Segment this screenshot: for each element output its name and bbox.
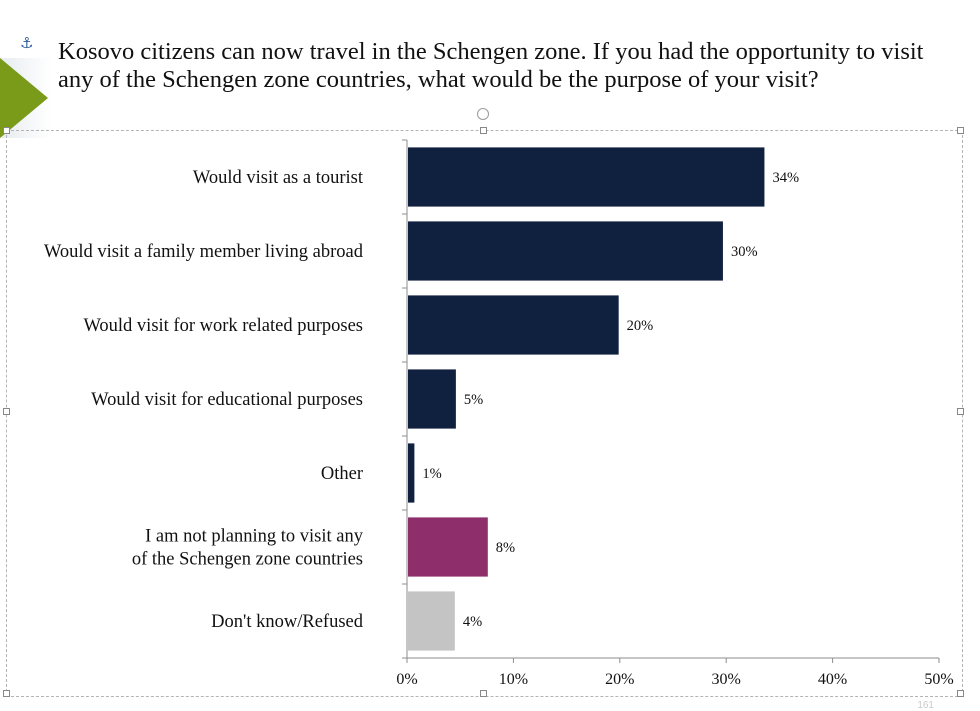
bar (408, 147, 765, 207)
page-number: 161 (917, 700, 934, 711)
resize-handle-top-right[interactable] (957, 127, 964, 134)
category-label: Don't know/Refused (211, 612, 364, 632)
slide-title: Kosovo citizens can now travel in the Sc… (58, 38, 924, 93)
bar (408, 369, 456, 429)
bar (408, 591, 455, 651)
resize-handle-bottom-left[interactable] (3, 690, 10, 697)
resize-handle-top-left[interactable] (3, 127, 10, 134)
bar (408, 443, 415, 503)
bar (408, 517, 488, 577)
x-tick-label: 40% (818, 671, 847, 688)
category-label: Would visit for educational purposes (91, 390, 363, 410)
resize-handle-top[interactable] (480, 127, 487, 134)
data-label: 5% (464, 392, 483, 408)
slide-accent-triangle (0, 58, 48, 138)
data-label: 30% (731, 244, 758, 260)
data-label: 20% (627, 318, 654, 334)
bar (408, 221, 723, 281)
category-label: Would visit a family member living abroa… (44, 242, 364, 262)
data-label: 4% (463, 614, 482, 630)
resize-handle-bottom-right[interactable] (957, 690, 964, 697)
x-tick-label: 50% (924, 671, 953, 688)
category-label: I am not planning to visit any (145, 527, 364, 547)
x-tick-label: 0% (396, 671, 417, 688)
category-label: of the Schengen zone countries (132, 550, 363, 570)
x-tick-label: 30% (712, 671, 741, 688)
resize-handle-bottom[interactable] (480, 690, 487, 697)
anchor-icon[interactable]: ⚓ (20, 34, 34, 52)
data-label: 8% (496, 540, 515, 556)
data-label: 1% (422, 466, 441, 482)
x-tick-label: 10% (499, 671, 528, 688)
data-label: 34% (772, 170, 799, 186)
resize-handle-left[interactable] (3, 408, 10, 415)
category-label: Would visit as a tourist (193, 168, 364, 188)
rotate-handle-icon[interactable] (477, 108, 489, 120)
resize-handle-right[interactable] (957, 408, 964, 415)
category-label: Would visit for work related purposes (83, 316, 363, 336)
x-tick-label: 20% (605, 671, 634, 688)
bar (408, 295, 619, 355)
category-label: Other (321, 464, 363, 484)
